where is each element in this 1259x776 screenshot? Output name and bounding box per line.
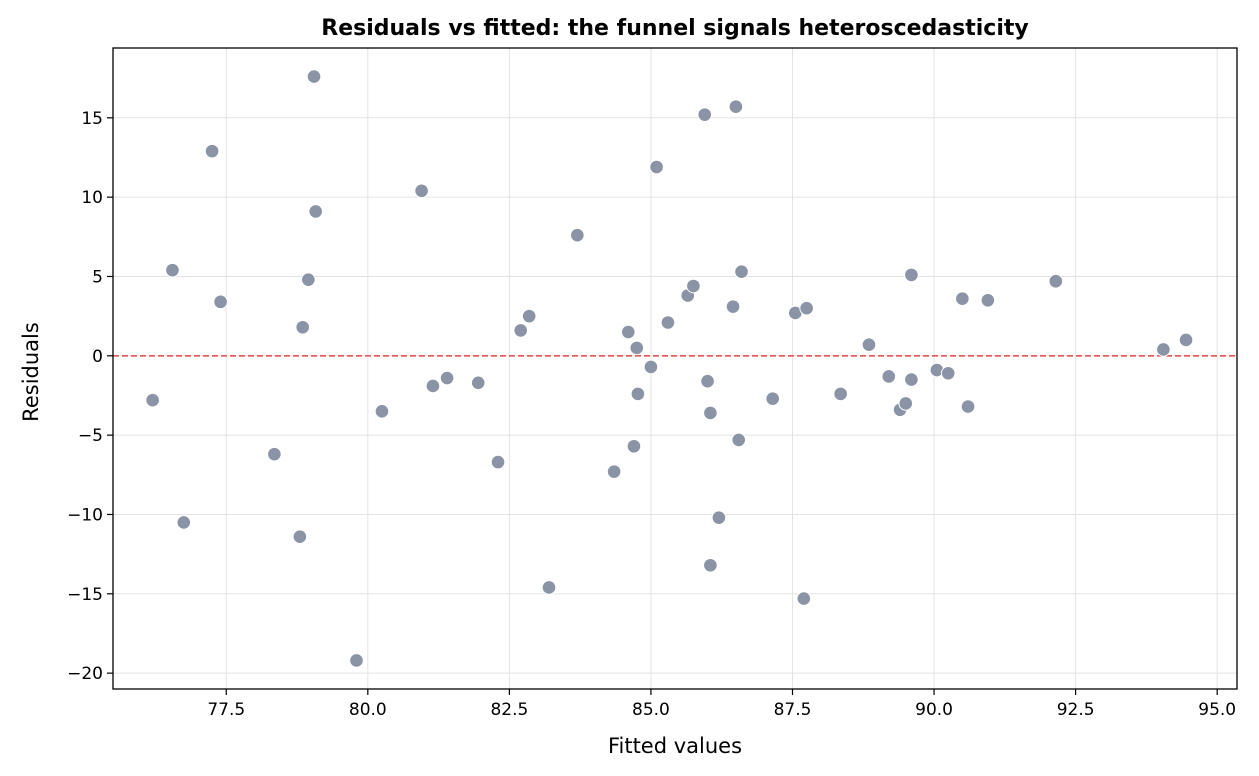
data-point	[904, 267, 919, 283]
data-point	[643, 359, 659, 375]
data-point	[765, 391, 780, 406]
x-tick-label: 87.5	[774, 700, 812, 720]
data-point	[570, 227, 585, 243]
data-point	[165, 262, 180, 278]
data-point	[213, 294, 228, 310]
y-tick-label: 15	[81, 109, 103, 129]
data-point	[626, 438, 642, 454]
data-point	[955, 291, 970, 306]
y-tick-label: 0	[92, 347, 103, 367]
data-point	[414, 183, 429, 199]
x-tick-label: 80.0	[349, 700, 387, 720]
data-point	[796, 591, 812, 606]
plot-frame	[112, 47, 1238, 690]
data-point	[799, 300, 814, 316]
data-point	[490, 454, 506, 470]
data-point	[960, 399, 976, 414]
data-point	[308, 204, 324, 219]
y-tick-label: −10	[67, 505, 103, 525]
data-point	[904, 372, 919, 387]
data-points	[145, 69, 1194, 668]
x-tick-label: 85.0	[632, 700, 670, 720]
data-point	[728, 99, 744, 115]
data-point	[374, 404, 390, 419]
data-point	[686, 278, 701, 294]
y-tick-label: 10	[81, 188, 103, 208]
data-point	[292, 529, 308, 544]
data-point	[1178, 332, 1194, 348]
data-point	[306, 69, 322, 84]
data-point	[1048, 273, 1064, 289]
data-point	[940, 365, 956, 381]
data-point	[513, 323, 528, 338]
data-point	[629, 340, 645, 356]
data-point	[204, 143, 220, 159]
x-axis-label: Fitted values	[608, 734, 742, 758]
data-point	[980, 292, 996, 308]
chart-title: Residuals vs fitted: the funnel signals …	[321, 16, 1028, 41]
x-tick-label: 92.5	[1057, 700, 1095, 720]
y-tick-label: 5	[92, 267, 103, 287]
y-tick-label: −15	[67, 585, 103, 605]
data-point	[425, 378, 441, 394]
x-tick-label: 82.5	[490, 700, 528, 720]
data-point	[660, 315, 676, 330]
data-point	[649, 159, 664, 175]
x-tick-label: 95.0	[1198, 700, 1236, 720]
data-point	[731, 432, 747, 448]
data-point	[703, 405, 718, 421]
data-point	[700, 373, 715, 389]
data-point	[881, 369, 897, 384]
data-point	[1156, 342, 1171, 357]
data-point	[439, 370, 455, 386]
y-tick-label: −20	[67, 664, 103, 684]
y-tick-label: −5	[78, 426, 103, 446]
data-point	[349, 653, 364, 668]
data-point	[295, 319, 310, 335]
x-tick-label: 90.0	[915, 700, 953, 720]
x-axis-ticks: 77.5 80.0 82.5 85.0 87.5 90.0 92.5 95.0	[207, 689, 1236, 720]
data-point	[833, 386, 848, 402]
data-point	[697, 107, 713, 122]
y-axis-label: Residuals	[19, 322, 43, 422]
data-point	[145, 392, 160, 408]
data-point	[898, 396, 914, 411]
data-point	[725, 299, 741, 314]
data-point	[470, 375, 486, 391]
data-point	[176, 515, 192, 530]
data-point	[861, 337, 877, 353]
data-point	[301, 272, 316, 287]
data-point	[703, 557, 718, 573]
data-point	[267, 446, 282, 462]
data-point	[541, 580, 557, 595]
data-point	[630, 386, 646, 402]
data-point	[620, 324, 636, 340]
data-point	[521, 308, 537, 324]
data-point	[711, 510, 727, 525]
data-point	[606, 464, 622, 479]
y-axis-ticks: −20 −15 −10 −5 0 5 10 15	[67, 109, 113, 684]
data-point	[734, 264, 749, 280]
x-tick-label: 77.5	[207, 700, 245, 720]
